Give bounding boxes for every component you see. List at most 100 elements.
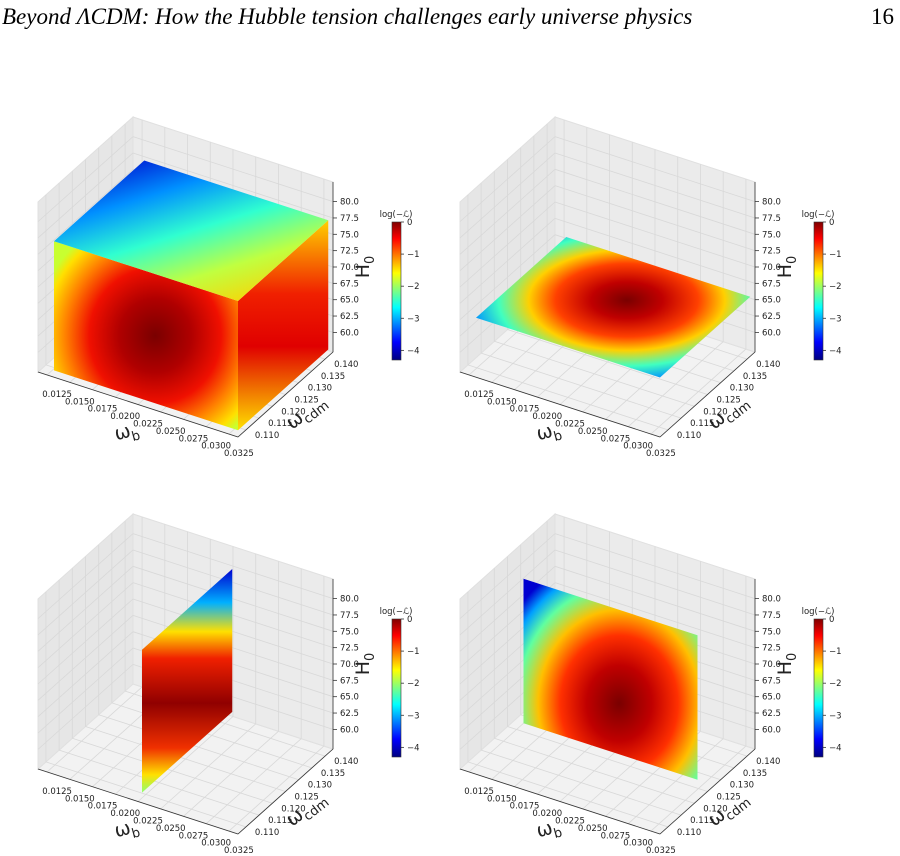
axis-symbol: H — [774, 264, 796, 278]
grid-line — [58, 749, 260, 816]
grid-line — [37, 582, 134, 668]
grid-line — [37, 615, 134, 701]
x-tick-label: 0.0125 — [464, 787, 494, 797]
z-tick-label: 60.0 — [340, 328, 359, 338]
x-tick-label: 0.0250 — [578, 824, 608, 834]
y-tick-label: 0.140 — [334, 360, 358, 370]
x-tick-label: 0.0250 — [578, 427, 608, 437]
colorbar-label: log(−ℒ) — [380, 607, 413, 617]
z-tick-label: 65.0 — [762, 296, 781, 306]
z-tick-label: 72.5 — [340, 247, 359, 257]
x-axis-label: ωb — [112, 815, 142, 846]
x-tick-label: 0.0175 — [510, 802, 540, 812]
y-tick-label: 0.125 — [717, 793, 741, 803]
grid-line — [132, 533, 334, 599]
z-tick-label: 77.5 — [762, 611, 781, 621]
colorbar-tick-label: 0 — [407, 218, 412, 228]
grid-line — [554, 168, 756, 235]
colorbar — [391, 221, 402, 361]
grid-line — [554, 185, 756, 252]
z-tick-label: 72.5 — [762, 644, 781, 654]
x-tick-label: 0.0250 — [156, 824, 186, 834]
y-tick-label: 0.110 — [677, 828, 701, 838]
grid-line — [554, 201, 756, 268]
x-tick-label: 0.0275 — [179, 831, 209, 841]
y-tick-label: 0.140 — [756, 360, 780, 370]
grid-line — [494, 737, 695, 804]
grid-line — [37, 152, 134, 239]
grid-line — [132, 582, 334, 649]
x-tick-label: 0.0275 — [179, 434, 209, 444]
axis-symbol: H — [352, 661, 374, 675]
x-axis-label: ωb — [112, 418, 142, 449]
colorbar-tick-label: −3 — [407, 314, 420, 324]
y-tick-label: 0.115 — [690, 419, 714, 429]
z-tick-label: 70.0 — [340, 660, 359, 670]
axis-line — [237, 351, 334, 438]
axis-line — [659, 748, 756, 835]
grid-line — [72, 737, 273, 804]
z-tick-label: 65.0 — [340, 693, 359, 703]
grid-line — [480, 749, 682, 816]
y-tick-label: 0.130 — [730, 781, 754, 791]
colorbar-tick-label: −4 — [829, 346, 842, 356]
colorbar-tick-label: 0 — [829, 218, 834, 228]
plot-panel: 0.01250.01500.01750.02000.02250.02500.02… — [37, 115, 420, 459]
x-tick-label: 0.0325 — [224, 846, 254, 856]
y-tick-label: 0.135 — [743, 372, 767, 382]
axis-symbol: H — [774, 661, 796, 675]
surface-face — [238, 220, 329, 431]
colorbar-label: log(−ℒ) — [802, 607, 835, 617]
x-tick-label: 0.0225 — [133, 420, 163, 430]
x-tick-label: 0.0150 — [487, 794, 517, 804]
grid-line — [132, 598, 334, 665]
grid-line — [37, 169, 134, 255]
grid-line — [37, 631, 134, 717]
axis-symbol: ω — [534, 420, 555, 445]
z-axis-label: H0 — [774, 653, 800, 676]
z-tick-label: 62.5 — [340, 709, 359, 719]
colorbar-tick-label: 0 — [829, 615, 834, 625]
grid-line — [37, 664, 134, 750]
surface-face — [54, 160, 329, 301]
grid-line — [37, 647, 134, 734]
grid-line — [459, 136, 556, 222]
x-tick-label: 0.0175 — [88, 405, 118, 415]
grid-line — [554, 136, 756, 202]
grid-line — [37, 549, 134, 636]
y-tick-label: 0.120 — [281, 804, 305, 814]
x-tick-label: 0.0200 — [110, 412, 140, 422]
grid-line — [554, 217, 756, 284]
grid-line — [37, 533, 134, 619]
colorbar-tick-label: −2 — [407, 679, 420, 689]
colorbar-tick-label: −4 — [407, 743, 420, 753]
colorbar-tick-label: −1 — [407, 647, 420, 657]
grid-line — [132, 152, 334, 219]
axis-line — [37, 371, 239, 438]
axis-line — [237, 748, 334, 835]
z-axis-label: H0 — [352, 256, 378, 279]
z-axis-label: H0 — [774, 256, 800, 279]
axis-symbol: H — [352, 264, 374, 278]
x-tick-label: 0.0325 — [646, 846, 676, 856]
z-tick-label: 77.5 — [340, 611, 359, 621]
grid-line — [554, 582, 756, 649]
x-tick-label: 0.0250 — [156, 427, 186, 437]
colorbar-label: log(−ℒ) — [380, 210, 413, 220]
colorbar — [813, 221, 824, 361]
surface-face — [54, 241, 238, 431]
axis-subscript: 0 — [785, 256, 800, 264]
y-tick-label: 0.135 — [743, 769, 767, 779]
y-tick-label: 0.115 — [268, 419, 292, 429]
z-tick-label: 80.0 — [762, 595, 781, 605]
x-tick-label: 0.0200 — [532, 412, 562, 422]
grid-line — [459, 566, 556, 652]
axis-subscript: b — [130, 428, 142, 445]
y-tick-label: 0.120 — [281, 407, 305, 417]
axis-subscript: 0 — [363, 256, 378, 264]
z-tick-label: 72.5 — [340, 644, 359, 654]
y-tick-label: 0.110 — [255, 828, 279, 838]
z-tick-label: 65.0 — [340, 296, 359, 306]
z-tick-label: 80.0 — [340, 595, 359, 605]
